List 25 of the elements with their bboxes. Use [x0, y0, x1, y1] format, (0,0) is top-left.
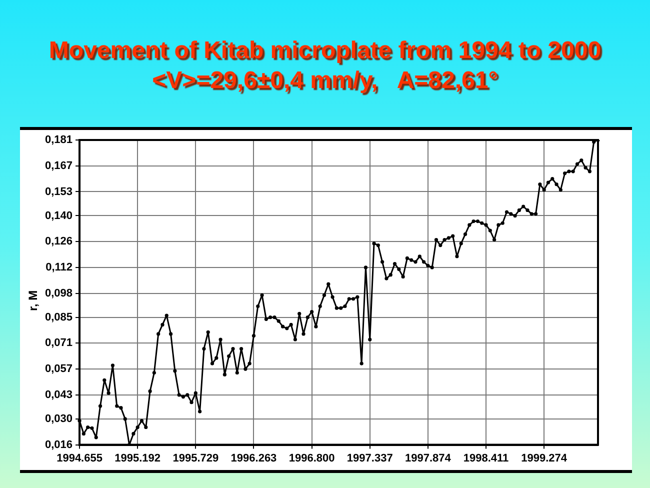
chart-subtitle: <V>=29,6±0,4 mm/y, A=82,61°: [151, 66, 499, 96]
x-tick-label: 1997.874: [404, 452, 452, 464]
y-tick-label: 0,181: [44, 134, 73, 146]
y-tick-label: 0,016: [44, 438, 73, 451]
y-tick-label: 0,167: [44, 160, 73, 172]
x-tick-label: 1999.274: [521, 452, 568, 464]
x-tick-label: 1994.655: [56, 452, 102, 464]
chart-title: Movement of Kitab microplate from 1994 to 2000: [48, 36, 602, 66]
y-tick-label: 0,140: [44, 210, 73, 222]
y-axis-title: r, M: [26, 290, 40, 310]
x-tick-label: 1997.337: [346, 452, 393, 464]
y-tick-label: 0,043: [44, 388, 73, 401]
y-tick-label: 0,153: [44, 186, 73, 198]
y-tick-label: 0,112: [46, 261, 73, 274]
y-tick-label: 0,057: [44, 363, 73, 376]
x-tick-label: 1996.263: [230, 452, 277, 464]
x-tick-label: 1996.800: [288, 452, 335, 464]
y-tick-label: 0,085: [44, 311, 73, 324]
y-tick-label: 0,126: [44, 236, 73, 248]
y-tick-label: 0,098: [44, 287, 73, 300]
x-tick-label: 1998.411: [463, 452, 509, 464]
y-tick-label: 0,071: [44, 337, 73, 350]
y-tick-label: 0,030: [44, 412, 73, 425]
x-tick-label: 1995.192: [114, 452, 161, 464]
x-tick-label: 1995.729: [172, 452, 219, 464]
